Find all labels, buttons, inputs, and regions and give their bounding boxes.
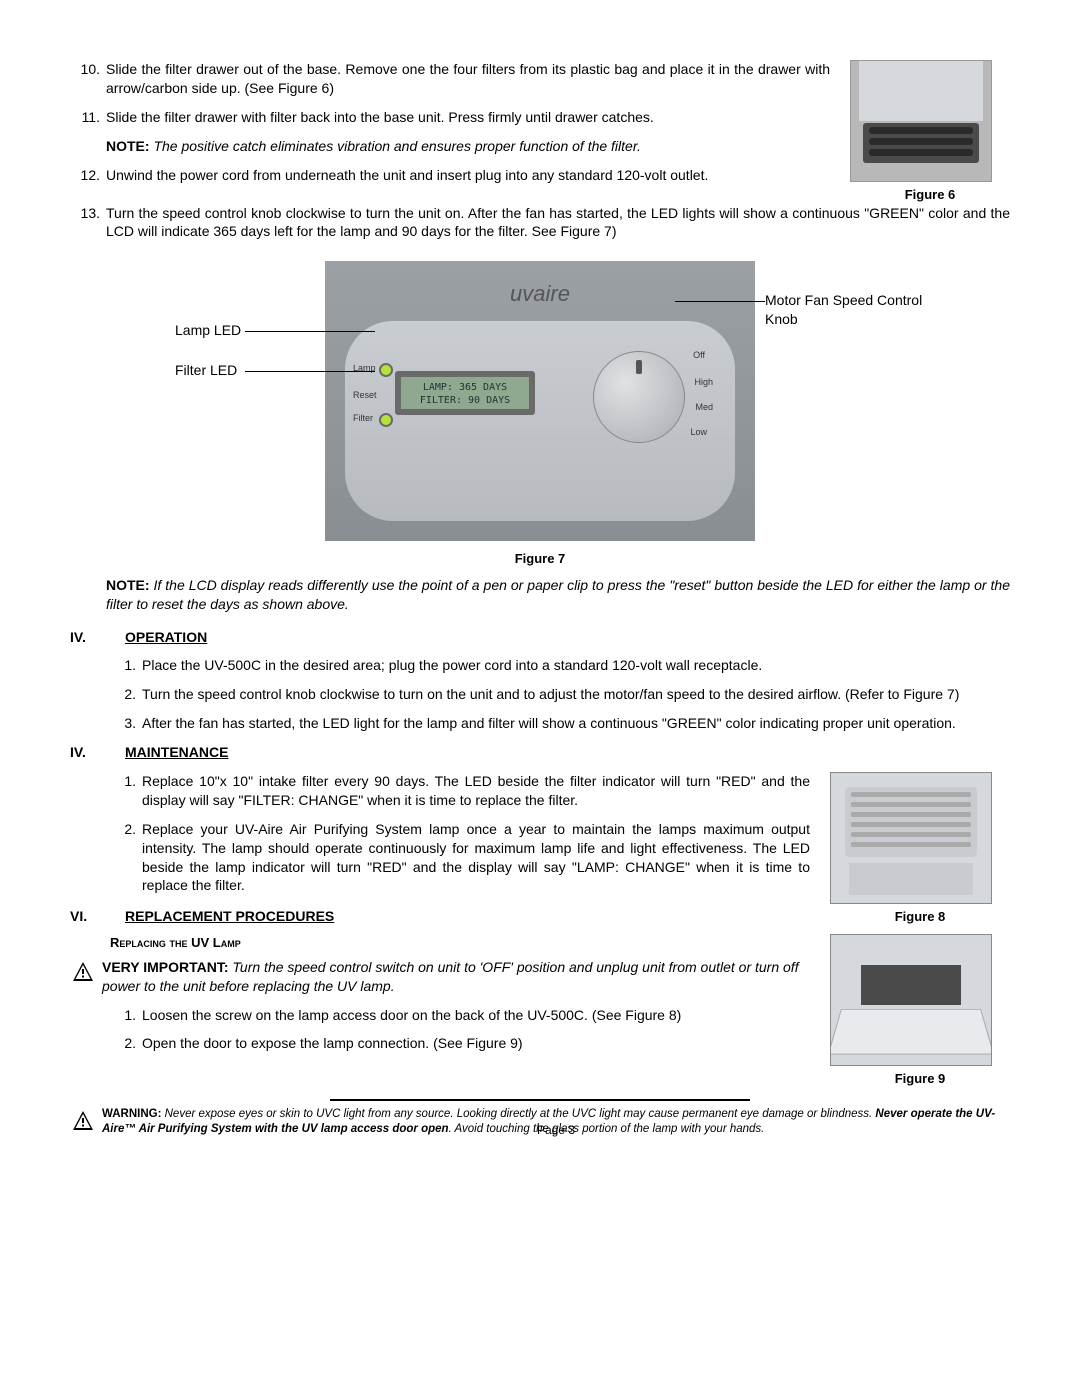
footer-warn-label: WARNING: xyxy=(102,1108,161,1120)
knob-off: Off xyxy=(693,349,705,361)
figure6-caption: Figure 6 xyxy=(850,186,1010,204)
figure7-block: uvaire LAMP: 365 DAYS FILTER: 90 DAYS La… xyxy=(70,261,1010,567)
knob-low: Low xyxy=(690,426,707,438)
sec-title: MAINTENANCE xyxy=(125,743,228,762)
figure8-img xyxy=(830,772,992,904)
figure7-lcd: LAMP: 365 DAYS FILTER: 90 DAYS xyxy=(395,371,535,415)
step-text: Turn the speed control knob clockwise to… xyxy=(142,685,1010,704)
callout-knob: Motor Fan Speed Control Knob xyxy=(765,291,925,329)
maintenance-block: 1.Replace 10"x 10" intake filter every 9… xyxy=(70,772,1010,1087)
page-number: Page 3 xyxy=(537,1123,575,1137)
figure9-caption: Figure 9 xyxy=(830,1070,1010,1088)
step-text: Slide the filter drawer out of the base.… xyxy=(106,60,830,98)
step-num: 3. xyxy=(106,714,142,733)
figures-89: Figure 8 Figure 9 xyxy=(830,772,1010,1087)
callout-lamp-led: Lamp LED xyxy=(175,321,241,340)
step-text: Slide the filter drawer with filter back… xyxy=(106,108,830,127)
footer-warning: WARNING: Never expose eyes or skin to UV… xyxy=(70,1107,1010,1138)
step-num: 1. xyxy=(106,1006,142,1025)
callout-filter-led: Filter LED xyxy=(175,361,237,380)
figure7-knob xyxy=(593,351,685,443)
warning-triangle-icon xyxy=(70,1109,96,1133)
sec-num: IV. xyxy=(70,743,125,762)
step-num: 2. xyxy=(106,820,142,896)
figure7-caption: Figure 7 xyxy=(70,550,1010,568)
step-num: 12. xyxy=(70,166,106,185)
lcd-line1: LAMP: 365 DAYS xyxy=(404,381,526,394)
sec-num: VI. xyxy=(70,907,125,926)
step-num: 2. xyxy=(106,685,142,704)
section-operation-head: IV. OPERATION xyxy=(70,628,1010,647)
knob-med: Med xyxy=(695,401,713,413)
very-important: VERY IMPORTANT: Turn the speed control s… xyxy=(70,958,810,996)
sec-title: REPLACEMENT PROCEDURES xyxy=(125,907,334,926)
sec-num: IV. xyxy=(70,628,125,647)
footer-rule xyxy=(330,1099,750,1101)
step-text: Open the door to expose the lamp connect… xyxy=(142,1034,810,1053)
section-maintenance-head: IV. MAINTENANCE xyxy=(70,743,1010,762)
footer-warning-text: WARNING: Never expose eyes or skin to UV… xyxy=(102,1107,1010,1138)
step-text: Turn the speed control knob clockwise to… xyxy=(106,204,1010,242)
figure6-img xyxy=(850,60,992,182)
note1-label: NOTE: xyxy=(106,138,150,154)
figure9-img xyxy=(830,934,992,1066)
top-block: 10.Slide the filter drawer out of the ba… xyxy=(70,60,1010,204)
very-important-label: VERY IMPORTANT: xyxy=(102,959,229,975)
step-num: 11. xyxy=(70,108,106,127)
steps-a: 10.Slide the filter drawer out of the ba… xyxy=(70,60,830,127)
note1: NOTE: The positive catch eliminates vibr… xyxy=(70,137,830,156)
footer-warn-part2: . Avoid touching the glass portion of th… xyxy=(449,1123,765,1135)
maintenance-steps: 1.Replace 10"x 10" intake filter every 9… xyxy=(70,772,810,895)
note1-text: The positive catch eliminates vibration … xyxy=(153,138,640,154)
step-num: 2. xyxy=(106,1034,142,1053)
step-text: Place the UV-500C in the desired area; p… xyxy=(142,656,1010,675)
operation-steps: 1.Place the UV-500C in the desired area;… xyxy=(70,656,1010,733)
step-num: 13. xyxy=(70,204,106,242)
maintenance-text: 1.Replace 10"x 10" intake filter every 9… xyxy=(70,772,810,1087)
top-text: 10.Slide the filter drawer out of the ba… xyxy=(70,60,830,204)
step-text: After the fan has started, the LED light… xyxy=(142,714,1010,733)
very-important-text: VERY IMPORTANT: Turn the speed control s… xyxy=(102,958,810,996)
footer-warn-part1: Never expose eyes or skin to UVC light f… xyxy=(165,1108,876,1120)
step-text: Loosen the screw on the lamp access door… xyxy=(142,1006,810,1025)
section-replacement-head: VI. REPLACEMENT PROCEDURES xyxy=(70,907,810,926)
figure6-col: Figure 6 xyxy=(850,60,1010,204)
sec-title: OPERATION xyxy=(125,628,207,647)
step-text: Replace 10"x 10" intake filter every 90 … xyxy=(142,772,810,810)
step-text: Unwind the power cord from underneath th… xyxy=(106,166,830,185)
lcd-line2: FILTER: 90 DAYS xyxy=(404,394,526,407)
step-num: 1. xyxy=(106,656,142,675)
figure7-logo: uvaire xyxy=(325,279,755,309)
step13: 13.Turn the speed control knob clockwise… xyxy=(70,204,1010,242)
figure8-caption: Figure 8 xyxy=(830,908,1010,926)
panel-lamp: Lamp xyxy=(353,362,376,374)
steps-b: 12.Unwind the power cord from underneath… xyxy=(70,166,830,185)
note2-text: If the LCD display reads differently use… xyxy=(106,577,1010,612)
knob-high: High xyxy=(694,376,713,388)
step-text: Replace your UV-Aire Air Purifying Syste… xyxy=(142,820,810,896)
figure7-img: uvaire LAMP: 365 DAYS FILTER: 90 DAYS La… xyxy=(325,261,755,541)
replacement-steps: 1.Loosen the screw on the lamp access do… xyxy=(70,1006,810,1054)
replacing-uv-subhead: Replacing the UV Lamp xyxy=(110,934,810,952)
note2: NOTE: If the LCD display reads different… xyxy=(70,576,1010,614)
step-num: 10. xyxy=(70,60,106,98)
note2-label: NOTE: xyxy=(106,577,150,593)
panel-reset: Reset xyxy=(353,389,377,401)
warning-triangle-icon xyxy=(70,960,96,984)
panel-filter: Filter xyxy=(353,412,373,424)
step-num: 1. xyxy=(106,772,142,810)
